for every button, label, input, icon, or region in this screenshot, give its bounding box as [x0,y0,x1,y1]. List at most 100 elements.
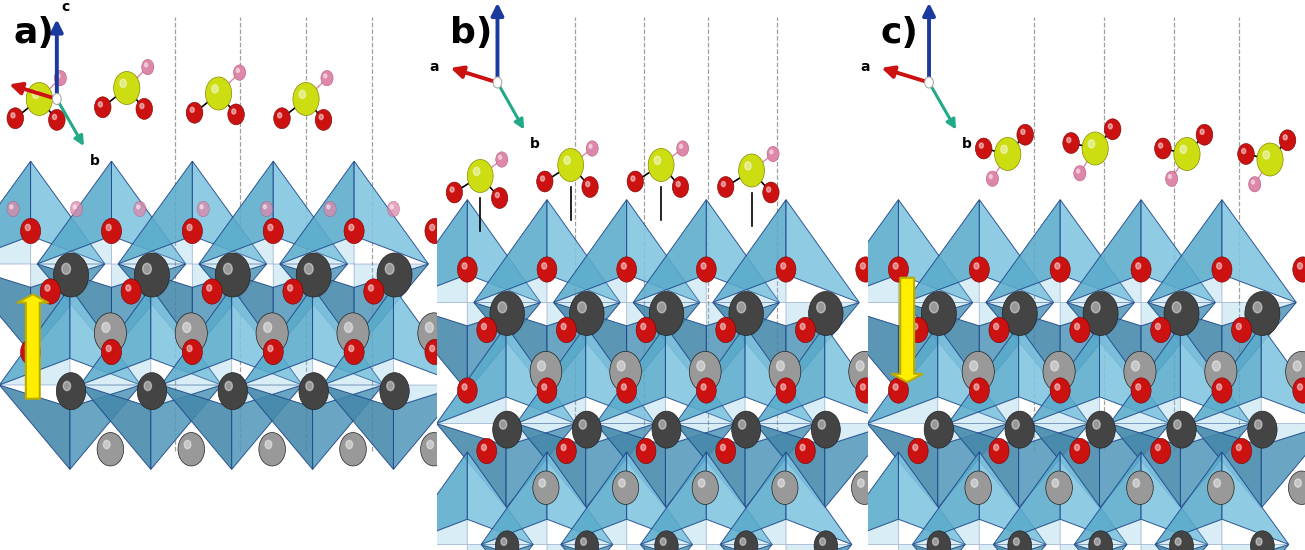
Circle shape [1155,323,1160,329]
Polygon shape [1109,326,1181,424]
Circle shape [1066,138,1071,142]
Circle shape [697,257,716,282]
Circle shape [989,175,992,179]
Polygon shape [1060,452,1128,544]
Circle shape [729,292,763,336]
Circle shape [1237,144,1254,164]
Circle shape [737,302,745,313]
Circle shape [542,384,547,390]
Circle shape [429,345,435,351]
Circle shape [183,322,191,332]
Circle shape [268,345,273,351]
Circle shape [493,411,522,448]
Polygon shape [232,287,303,385]
Circle shape [1135,384,1141,390]
Circle shape [1091,302,1100,313]
Circle shape [1293,361,1301,371]
Circle shape [676,141,689,156]
Circle shape [609,351,642,392]
Circle shape [716,317,736,343]
Circle shape [1241,148,1246,153]
Polygon shape [198,161,273,264]
Circle shape [305,381,313,390]
Circle shape [458,257,478,282]
Circle shape [142,59,154,75]
Polygon shape [904,302,979,392]
Circle shape [720,323,726,329]
Circle shape [619,479,625,487]
Polygon shape [437,326,506,424]
Circle shape [530,351,561,392]
Polygon shape [1221,544,1289,550]
Polygon shape [517,424,586,508]
Polygon shape [313,287,384,385]
Circle shape [800,323,805,329]
Polygon shape [626,200,699,303]
Circle shape [386,381,394,390]
Circle shape [458,378,478,403]
Circle shape [1165,171,1178,186]
Circle shape [573,411,602,448]
Circle shape [556,317,577,343]
Polygon shape [313,385,384,469]
Circle shape [722,182,726,186]
Circle shape [380,373,410,410]
Circle shape [908,317,928,343]
Text: b: b [530,138,540,151]
Circle shape [576,531,599,550]
Circle shape [55,70,67,86]
Polygon shape [161,359,303,407]
Polygon shape [151,287,222,385]
Polygon shape [641,452,706,544]
Circle shape [1232,317,1251,343]
Circle shape [766,187,771,192]
Circle shape [261,201,273,217]
Polygon shape [831,544,898,550]
Circle shape [770,150,773,154]
Polygon shape [641,519,773,550]
Polygon shape [898,200,972,303]
Circle shape [187,345,192,351]
Circle shape [1002,292,1037,336]
Polygon shape [279,161,354,264]
Circle shape [655,531,679,550]
Circle shape [94,97,111,118]
Circle shape [893,384,898,390]
Circle shape [876,317,895,343]
Polygon shape [1028,326,1100,424]
Circle shape [1197,124,1212,145]
Circle shape [856,378,876,403]
Circle shape [496,192,500,197]
Circle shape [767,146,779,162]
Polygon shape [706,452,773,544]
Polygon shape [898,452,966,544]
Circle shape [814,531,838,550]
Circle shape [876,438,895,464]
Polygon shape [273,161,347,264]
Polygon shape [241,287,313,385]
Circle shape [97,432,124,466]
Circle shape [427,441,433,449]
Circle shape [776,378,796,403]
Polygon shape [1028,397,1171,446]
Circle shape [1285,351,1305,392]
Circle shape [1212,257,1232,282]
Text: b: b [962,138,972,151]
Circle shape [10,113,16,118]
Circle shape [924,411,954,448]
Polygon shape [912,544,979,550]
Polygon shape [151,385,222,469]
Polygon shape [1261,424,1305,508]
Polygon shape [117,264,192,353]
Polygon shape [517,326,586,424]
Polygon shape [0,264,30,353]
Circle shape [425,218,445,244]
Circle shape [880,323,885,329]
Circle shape [114,72,140,104]
Polygon shape [641,544,706,550]
Polygon shape [506,424,576,508]
Circle shape [1082,132,1108,165]
Circle shape [581,538,586,546]
Circle shape [137,373,167,410]
Polygon shape [745,326,814,424]
